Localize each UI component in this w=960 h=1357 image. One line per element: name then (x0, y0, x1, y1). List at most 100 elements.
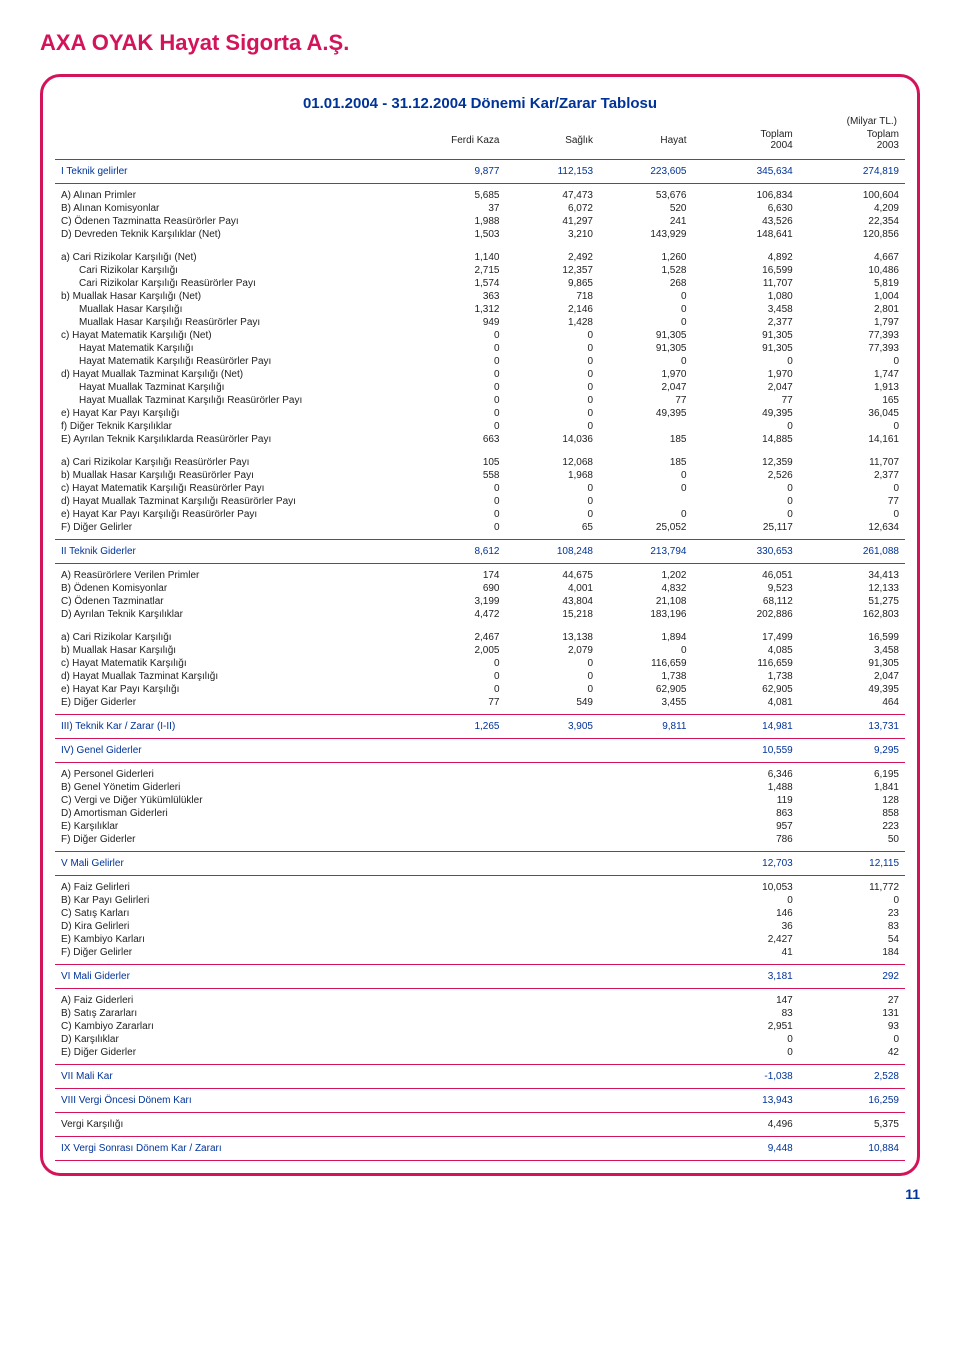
row-value (599, 495, 693, 508)
row-value: 2,047 (693, 381, 799, 394)
row-value: 0 (599, 290, 693, 303)
row-value (599, 989, 693, 1008)
row-label: A) Alınan Primler (55, 184, 412, 203)
row-value: 0 (799, 482, 905, 495)
data-row: E) Ayrılan Teknik Karşılıklarda Reasürör… (55, 433, 905, 451)
row-label: E) Ayrılan Teknik Karşılıklarda Reasürör… (55, 433, 412, 451)
row-value: 0 (412, 670, 506, 683)
section-row: VI Mali Giderler3,181292 (55, 965, 905, 989)
row-value: 4,081 (693, 696, 799, 715)
row-value: 1,968 (506, 469, 600, 482)
row-value: 2,377 (799, 469, 905, 482)
column-header: Hayat (599, 127, 693, 160)
row-value (412, 946, 506, 965)
column-header: Ferdi Kaza (412, 127, 506, 160)
row-value: 4,085 (693, 644, 799, 657)
profit-loss-table: Ferdi KazaSağlıkHayatToplam2004Toplam200… (55, 127, 905, 1161)
data-row: e) Hayat Kar Payı Karşılığı0062,90562,90… (55, 683, 905, 696)
section-row: I Teknik gelirler9,877112,153223,605345,… (55, 160, 905, 184)
data-row: A) Personel Giderleri6,3466,195 (55, 763, 905, 782)
row-value: 663 (412, 433, 506, 451)
row-value: 0 (506, 342, 600, 355)
row-value (506, 1065, 600, 1089)
row-value (599, 876, 693, 895)
data-row: F) Diğer Gelirler06525,05225,11712,634 (55, 521, 905, 540)
data-row: A) Alınan Primler5,68547,47353,676106,83… (55, 184, 905, 203)
row-value: 16,599 (693, 264, 799, 277)
row-value (599, 946, 693, 965)
row-value: 112,153 (506, 160, 600, 184)
row-value: 1,797 (799, 316, 905, 329)
data-row: D) Ayrılan Teknik Karşılıklar4,47215,218… (55, 608, 905, 626)
row-value: 25,052 (599, 521, 693, 540)
row-value: 9,448 (693, 1137, 799, 1161)
row-value: 0 (506, 508, 600, 521)
row-value: 146 (693, 907, 799, 920)
row-value: 49,395 (799, 683, 905, 696)
row-value (506, 781, 600, 794)
row-label: E) Karşılıklar (55, 820, 412, 833)
row-value: 1,140 (412, 246, 506, 264)
row-label: F) Diğer Gelirler (55, 946, 412, 965)
row-value (599, 1033, 693, 1046)
row-value: 1,738 (693, 670, 799, 683)
data-row: e) Hayat Kar Payı Karşılığı Reasürörler … (55, 508, 905, 521)
row-value (506, 907, 600, 920)
row-label: IV) Genel Giderler (55, 739, 412, 763)
row-value: 1,970 (693, 368, 799, 381)
row-value: 12,133 (799, 582, 905, 595)
row-value (412, 1007, 506, 1020)
row-value (599, 920, 693, 933)
data-row: b) Muallak Hasar Karşılığı2,0052,07904,0… (55, 644, 905, 657)
row-value: 12,634 (799, 521, 905, 540)
row-value: 1,202 (599, 564, 693, 583)
row-value: 21,108 (599, 595, 693, 608)
row-value: 1,312 (412, 303, 506, 316)
row-value: 91,305 (693, 329, 799, 342)
row-label: C) Ödenen Tazminatlar (55, 595, 412, 608)
data-row: B) Ödenen Komisyonlar6904,0014,8329,5231… (55, 582, 905, 595)
page-number: 11 (40, 1186, 920, 1202)
data-row: D) Amortisman Giderleri863858 (55, 807, 905, 820)
row-value (599, 794, 693, 807)
row-label: E) Diğer Giderler (55, 696, 412, 715)
row-value: 0 (412, 407, 506, 420)
row-value: 91,305 (799, 657, 905, 670)
row-value: 77,393 (799, 329, 905, 342)
row-value: 77,393 (799, 342, 905, 355)
table-body: I Teknik gelirler9,877112,153223,605345,… (55, 160, 905, 1161)
row-value: 2,528 (799, 1065, 905, 1089)
row-value: 3,210 (506, 228, 600, 246)
row-value: 13,943 (693, 1089, 799, 1113)
data-row: Hayat Matematik Karşılığı0091,30591,3057… (55, 342, 905, 355)
row-value: 9,523 (693, 582, 799, 595)
row-value: 549 (506, 696, 600, 715)
data-row: A) Faiz Gelirleri10,05311,772 (55, 876, 905, 895)
row-value: 12,068 (506, 451, 600, 469)
data-row: a) Cari Rizikolar Karşılığı2,46713,1381,… (55, 626, 905, 644)
data-row: d) Hayat Muallak Tazminat Karşılığı001,7… (55, 670, 905, 683)
row-value: 36 (693, 920, 799, 933)
row-label: e) Hayat Kar Payı Karşılığı (55, 683, 412, 696)
row-label: A) Faiz Giderleri (55, 989, 412, 1008)
row-value: 0 (506, 381, 600, 394)
row-value (412, 1137, 506, 1161)
row-value: 0 (412, 657, 506, 670)
row-label: D) Karşılıklar (55, 1033, 412, 1046)
row-value: 1,574 (412, 277, 506, 290)
row-value (412, 781, 506, 794)
row-value: 11,772 (799, 876, 905, 895)
row-value: 1,913 (799, 381, 905, 394)
data-row: C) Ödenen Tazminatlar3,19943,80421,10868… (55, 595, 905, 608)
row-value: 0 (412, 355, 506, 368)
row-label: B) Alınan Komisyonlar (55, 202, 412, 215)
row-value: 0 (506, 657, 600, 670)
row-value: 2,047 (799, 670, 905, 683)
row-value: 100,604 (799, 184, 905, 203)
row-value: 5,375 (799, 1113, 905, 1137)
row-value (506, 1089, 600, 1113)
row-value (412, 989, 506, 1008)
row-value: 0 (599, 355, 693, 368)
row-value: 12,703 (693, 852, 799, 876)
row-value: 0 (799, 894, 905, 907)
